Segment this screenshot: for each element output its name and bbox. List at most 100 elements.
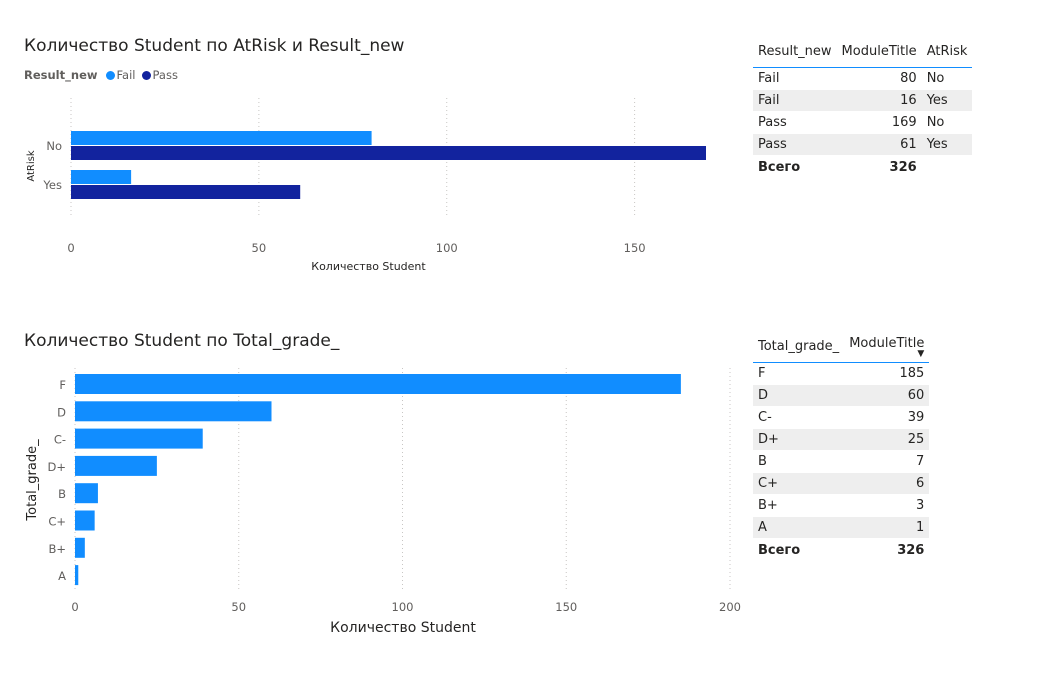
table-row: C- 39: [753, 406, 930, 429]
table2-header-moduletitle[interactable]: ModuleTitle ▼: [844, 330, 929, 363]
grade-table: Total_grade_ ModuleTitle ▼ F 185 D 60 C- 39…: [753, 330, 930, 561]
bar: [75, 428, 203, 449]
table1-header-result[interactable]: Result_new: [758, 43, 832, 59]
table2-cell: B: [753, 450, 845, 473]
y-tick-label: No: [46, 139, 62, 153]
bar: [75, 455, 157, 476]
bar: [75, 510, 95, 531]
x-tick-label: 50: [252, 241, 267, 255]
table2-header-grade[interactable]: Total_grade_: [758, 338, 840, 354]
table2-total-value: 326: [844, 538, 930, 561]
chart1-legend: Result_new Fail Pass: [24, 68, 178, 82]
legend-fail-label: Fail: [116, 68, 136, 82]
table1-cell: 169: [836, 111, 922, 134]
table-row: F 185: [753, 362, 930, 385]
table1-cell: 80: [836, 67, 922, 90]
table2-cell: A: [753, 516, 845, 539]
y-tick-label: C+: [48, 515, 66, 529]
table1-header-moduletitle[interactable]: ModuleTitle: [841, 43, 917, 59]
table2-cell: 25: [844, 428, 930, 451]
table2-cell: C-: [753, 406, 845, 429]
table1-cell: Pass: [753, 111, 837, 134]
bar: [75, 537, 85, 558]
bar-pass: [71, 185, 301, 199]
table2-cell: 39: [844, 406, 930, 429]
table2-cell: 1: [844, 516, 930, 539]
table-row: Pass 61 Yes: [753, 133, 973, 156]
table2-cell: F: [753, 362, 845, 385]
table-row: Fail 80 No: [753, 67, 973, 90]
bar: [75, 401, 272, 422]
bar-fail: [71, 170, 132, 184]
legend-title: Result_new: [24, 68, 98, 82]
y-axis-title: AtRisk: [26, 150, 37, 182]
legend-item-fail[interactable]: Fail: [105, 68, 136, 82]
table2-total-row: Всего 326: [753, 538, 930, 561]
table2-cell: 6: [844, 472, 930, 495]
table2-cell: B+: [753, 494, 845, 517]
table-row: D+ 25: [753, 428, 930, 451]
result-table: Result_new ModuleTitle AtRisk Fail 80 No…: [753, 35, 973, 178]
y-tick-label: A: [58, 569, 66, 583]
legend-item-pass[interactable]: Pass: [141, 68, 178, 82]
table1-cell: No: [921, 67, 973, 90]
bar-pass: [71, 146, 706, 160]
bar-fail: [71, 131, 372, 145]
y-tick-label: B+: [48, 542, 66, 556]
x-tick-label: 150: [624, 241, 646, 255]
table-row: C+ 6: [753, 472, 930, 495]
bar: [75, 565, 79, 586]
table1-cell: Fail: [753, 89, 837, 112]
y-tick-label: C-: [54, 433, 66, 447]
table2-cell: 60: [844, 384, 930, 407]
y-axis-title: Total_grade_: [25, 439, 40, 522]
table2-total-label: Всего: [753, 538, 845, 561]
x-tick-label: 50: [231, 600, 246, 614]
table1-cell: 61: [836, 133, 922, 156]
chart1-title: Количество Student по AtRisk и Result_ne…: [24, 36, 405, 56]
table2-cell: D: [753, 384, 845, 407]
table2-cell: 7: [844, 450, 930, 473]
table1-cell: Yes: [921, 89, 973, 112]
table1-total-row: Всего 326: [753, 155, 973, 178]
table1-total-empty: [921, 155, 973, 178]
chart2-title: Количество Student по Total_grade_: [24, 331, 340, 351]
y-tick-label: D: [57, 405, 66, 419]
y-tick-label: Yes: [42, 178, 62, 192]
y-tick-label: D+: [48, 460, 67, 474]
table1-cell: Yes: [921, 133, 973, 156]
table1-cell: Fail: [753, 67, 837, 90]
table2-cell: 3: [844, 494, 930, 517]
table2-cell: D+: [753, 428, 845, 451]
legend-pass-label: Pass: [152, 68, 178, 82]
y-tick-label: B: [58, 487, 66, 501]
table2-cell: C+: [753, 472, 845, 495]
x-tick-label: 100: [392, 600, 414, 614]
x-tick-label: 0: [71, 600, 78, 614]
table-row: D 60: [753, 384, 930, 407]
table1-total-value: 326: [836, 155, 922, 178]
chart1-svg: 0 50 100 150 No Yes Количество Student AtRisk: [26, 98, 706, 273]
table1-cell: Pass: [753, 133, 837, 156]
bar: [75, 483, 98, 504]
table1-cell: No: [921, 111, 973, 134]
table1-header-atrisk[interactable]: AtRisk: [926, 43, 968, 59]
table1-cell: 16: [836, 89, 922, 112]
sort-desc-icon: ▼: [917, 348, 925, 359]
x-tick-label: 150: [555, 600, 577, 614]
table-row: B+ 3: [753, 494, 930, 517]
x-axis-title: Количество Student: [311, 260, 426, 273]
table-row: Fail 16 Yes: [753, 89, 973, 112]
table-row: Pass 169 No: [753, 111, 973, 134]
legend-pass-marker: [141, 70, 151, 80]
y-tick-label: F: [59, 378, 66, 392]
table1-total-label: Всего: [753, 155, 837, 178]
x-axis-title: Количество Student: [330, 620, 476, 636]
chart2-svg: 0 50 100 150 200 FD C- D+ B C+ B+ A Количество Stude…: [25, 368, 741, 636]
legend-fail-marker: [105, 70, 115, 80]
table2-cell: 185: [844, 362, 930, 385]
bar: [75, 374, 681, 394]
x-tick-label: 0: [67, 241, 74, 255]
